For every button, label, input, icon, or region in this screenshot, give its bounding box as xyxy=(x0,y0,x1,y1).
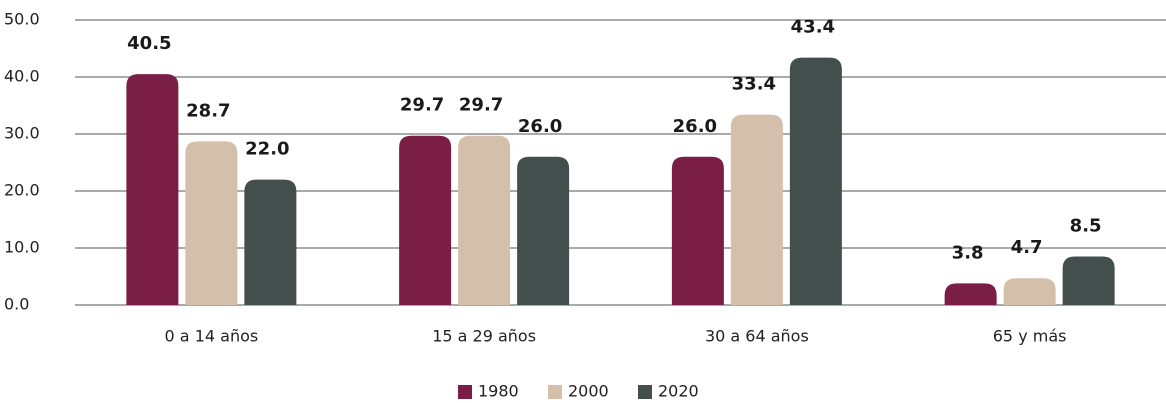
legend-label: 1980 xyxy=(478,382,519,401)
y-tick-label: 40.0 xyxy=(4,67,40,86)
legend-swatch xyxy=(548,385,562,399)
value-label: 33.4 xyxy=(732,74,776,95)
x-tick-label: 65 y más xyxy=(993,327,1067,346)
y-tick-label: 10.0 xyxy=(4,238,40,257)
x-tick-label: 0 a 14 años xyxy=(165,327,259,346)
value-label: 26.0 xyxy=(673,116,717,137)
bar xyxy=(185,141,238,305)
value-label: 28.7 xyxy=(186,100,230,121)
bar xyxy=(458,135,511,305)
value-label: 29.7 xyxy=(459,95,503,116)
bar xyxy=(517,156,570,305)
y-tick-label: 50.0 xyxy=(4,10,40,29)
legend-swatch xyxy=(458,385,472,399)
value-label: 40.5 xyxy=(127,33,171,54)
x-tick-label: 15 a 29 años xyxy=(432,327,536,346)
bar xyxy=(671,156,724,305)
bar xyxy=(1062,256,1115,305)
y-tick-label: 30.0 xyxy=(4,124,40,143)
bar xyxy=(244,179,297,305)
y-tick-label: 20.0 xyxy=(4,181,40,200)
value-label: 4.7 xyxy=(1011,237,1043,258)
bar xyxy=(1003,278,1056,305)
value-label: 43.4 xyxy=(791,17,835,38)
bar xyxy=(399,135,452,305)
value-label: 29.7 xyxy=(400,95,444,116)
x-tick-label: 30 a 64 años xyxy=(705,327,809,346)
value-label: 22.0 xyxy=(245,139,289,160)
bar xyxy=(730,114,783,306)
legend-label: 2020 xyxy=(658,382,699,401)
bar xyxy=(944,283,997,305)
value-label: 8.5 xyxy=(1070,216,1102,237)
value-label: 3.8 xyxy=(952,242,984,263)
bar xyxy=(126,74,179,306)
value-label: 26.0 xyxy=(518,116,562,137)
legend-label: 2000 xyxy=(568,382,609,401)
legend-swatch xyxy=(638,385,652,399)
bar xyxy=(789,57,842,306)
y-tick-label: 0.0 xyxy=(4,295,29,314)
